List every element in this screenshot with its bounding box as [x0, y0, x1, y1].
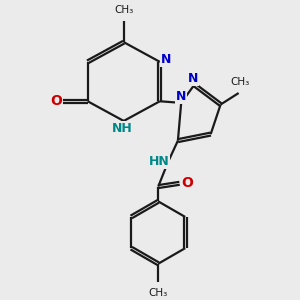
- Text: CH₃: CH₃: [114, 5, 134, 15]
- Text: CH₃: CH₃: [148, 288, 168, 298]
- Text: N: N: [188, 72, 198, 85]
- Text: HN: HN: [148, 155, 169, 169]
- Text: CH₃: CH₃: [231, 77, 250, 87]
- Text: O: O: [181, 176, 193, 190]
- Text: NH: NH: [112, 122, 133, 135]
- Text: N: N: [160, 53, 171, 66]
- Text: N: N: [176, 90, 186, 103]
- Text: O: O: [50, 94, 62, 108]
